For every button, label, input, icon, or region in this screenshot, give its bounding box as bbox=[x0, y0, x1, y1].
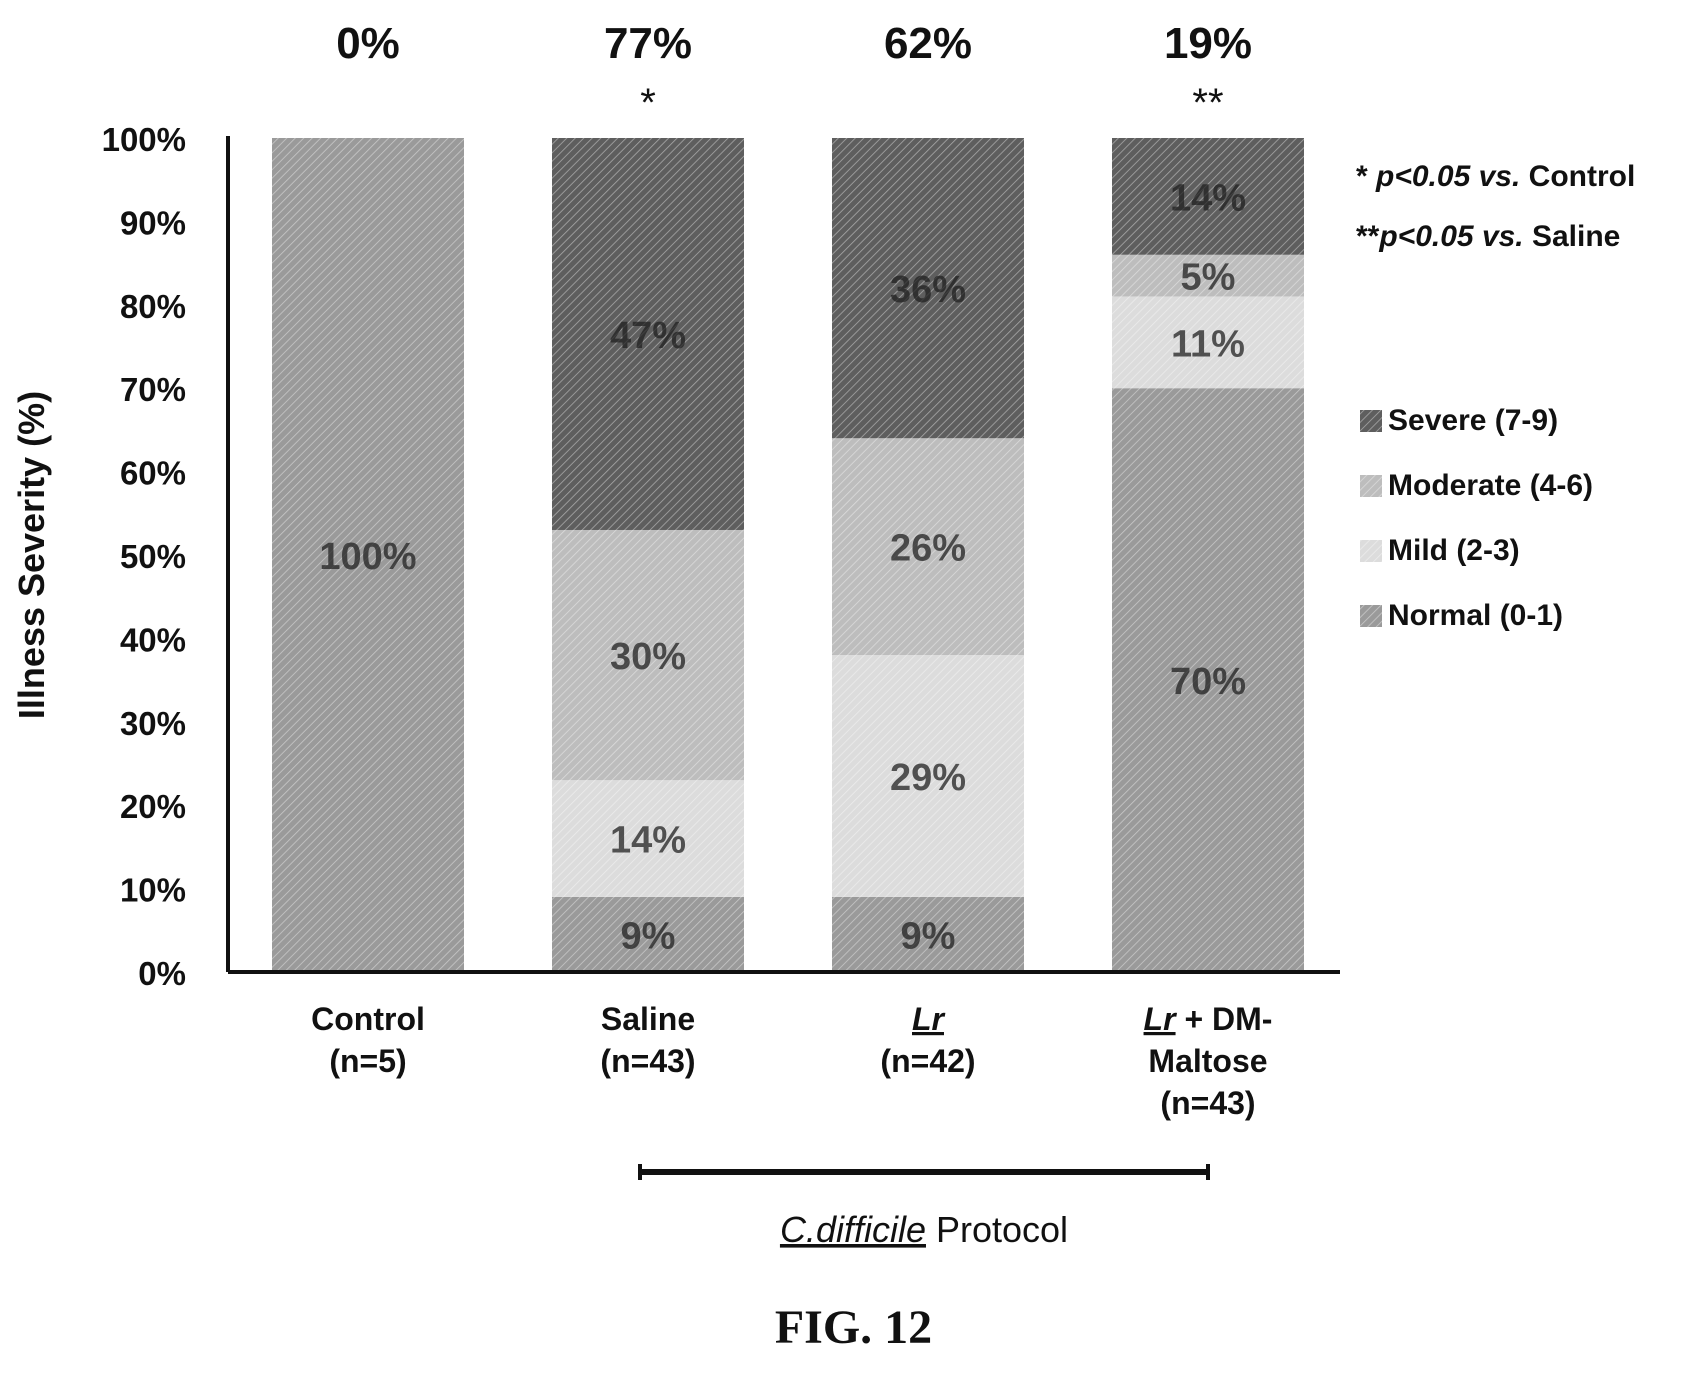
top-percentage: 0% bbox=[336, 19, 400, 68]
bar-segment bbox=[272, 138, 464, 972]
data-label: 30% bbox=[610, 636, 686, 678]
legend-swatch bbox=[1360, 605, 1382, 627]
y-tick-label: 10% bbox=[120, 872, 186, 909]
bar-segment bbox=[1112, 254, 1304, 297]
data-label: 70% bbox=[1170, 661, 1246, 703]
data-label: 36% bbox=[890, 269, 966, 311]
significance-marker: ** bbox=[1192, 81, 1223, 125]
category-label: (n=43) bbox=[600, 1043, 695, 1079]
legend-swatch bbox=[1360, 410, 1382, 432]
y-tick-label: 0% bbox=[138, 955, 186, 992]
bar-segment bbox=[832, 438, 1024, 656]
data-label: 11% bbox=[1171, 323, 1245, 365]
legend-label: Severe (7-9) bbox=[1388, 404, 1558, 437]
data-label: 9% bbox=[901, 915, 956, 957]
legend-swatch bbox=[1360, 540, 1382, 562]
top-percentage: 62% bbox=[884, 19, 972, 68]
legend-swatch bbox=[1360, 475, 1382, 497]
y-tick-label: 50% bbox=[120, 538, 186, 575]
data-label: 29% bbox=[890, 757, 966, 799]
bar-segment bbox=[552, 138, 744, 530]
y-tick-label: 70% bbox=[120, 371, 186, 408]
data-label: 5% bbox=[1181, 257, 1236, 299]
data-label: 26% bbox=[890, 528, 966, 570]
category-label: Lr bbox=[912, 1001, 946, 1037]
data-label: 14% bbox=[610, 820, 686, 862]
data-label: 14% bbox=[1170, 177, 1246, 219]
bar-segment bbox=[552, 780, 744, 897]
group-bracket-label: C.difficile Protocol bbox=[780, 1209, 1068, 1250]
y-tick-label: 60% bbox=[120, 455, 186, 492]
y-tick-label: 80% bbox=[120, 288, 186, 325]
y-tick-label: 40% bbox=[120, 621, 186, 658]
bar-segment bbox=[832, 138, 1024, 439]
y-tick-label: 20% bbox=[120, 788, 186, 825]
bar-segment bbox=[1112, 296, 1304, 389]
category-label: (n=5) bbox=[329, 1043, 406, 1079]
legend-label: Mild (2-3) bbox=[1388, 534, 1520, 567]
data-label: 9% bbox=[621, 915, 676, 957]
y-axis-title: Illness Severity (%) bbox=[11, 391, 52, 719]
y-tick-label: 30% bbox=[120, 705, 186, 742]
bar-segment bbox=[1112, 138, 1304, 255]
category-label: Lr + DM- bbox=[1144, 1001, 1273, 1037]
top-percentage: 19% bbox=[1164, 19, 1252, 68]
bar-segment bbox=[832, 655, 1024, 897]
category-label: Saline bbox=[601, 1001, 695, 1037]
legend-label: Normal (0-1) bbox=[1388, 599, 1563, 632]
category-label: (n=42) bbox=[880, 1043, 975, 1079]
y-tick-label: 90% bbox=[120, 204, 186, 241]
bar-segment bbox=[1112, 388, 1304, 972]
bar-segment bbox=[832, 896, 1024, 972]
y-tick-label: 100% bbox=[102, 121, 186, 158]
top-percentage: 77% bbox=[604, 19, 692, 68]
significance-note: **p<0.05 vs. Saline bbox=[1356, 220, 1620, 253]
bar-segment bbox=[552, 529, 744, 781]
bar-segment bbox=[552, 896, 744, 972]
category-label: Maltose bbox=[1148, 1043, 1267, 1079]
category-label: Control bbox=[311, 1001, 425, 1037]
legend-label: Moderate (4-6) bbox=[1388, 469, 1593, 502]
category-label: (n=43) bbox=[1160, 1085, 1255, 1121]
significance-note: * p<0.05 vs. Control bbox=[1356, 160, 1635, 193]
data-label: 47% bbox=[610, 315, 686, 357]
significance-marker: * bbox=[640, 81, 656, 125]
figure-label: FIG. 12 bbox=[774, 1301, 933, 1354]
data-label: 100% bbox=[319, 536, 416, 578]
